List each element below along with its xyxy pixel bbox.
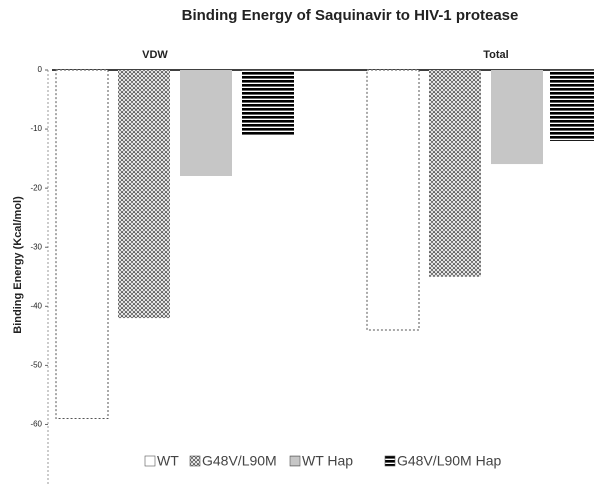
y-tick-label: -50: [30, 360, 42, 369]
legend-swatch: [189, 455, 201, 467]
chart-title: Binding Energy of Saquinavir to HIV-1 pr…: [182, 7, 519, 24]
y-tick-label: -60: [30, 420, 42, 429]
bar: [366, 69, 420, 331]
y-tick-label: -10: [30, 124, 42, 133]
bar: [118, 70, 170, 319]
legend-swatch: [384, 455, 396, 467]
y-tick-label: 0: [38, 65, 43, 74]
y-tick-label: -30: [30, 242, 42, 251]
bar: [491, 70, 543, 165]
group-label: VDW: [142, 49, 168, 61]
legend-label: G48V/L90M Hap: [397, 453, 501, 469]
y-tick-label: -20: [30, 183, 42, 192]
y-axis-label: Binding Energy (Kcal/mol): [12, 196, 24, 334]
legend-swatch: [289, 455, 301, 467]
bar: [242, 70, 294, 135]
y-tick-label: -40: [30, 301, 42, 310]
bar: [429, 70, 481, 277]
bar: [55, 69, 109, 420]
bar: [550, 70, 594, 141]
legend-label: WT Hap: [302, 453, 353, 469]
legend-label: WT: [157, 453, 179, 469]
bar: [180, 70, 232, 177]
legend-label: G48V/L90M: [202, 453, 277, 469]
legend-swatch: [144, 455, 156, 467]
group-label: Total: [483, 49, 508, 61]
